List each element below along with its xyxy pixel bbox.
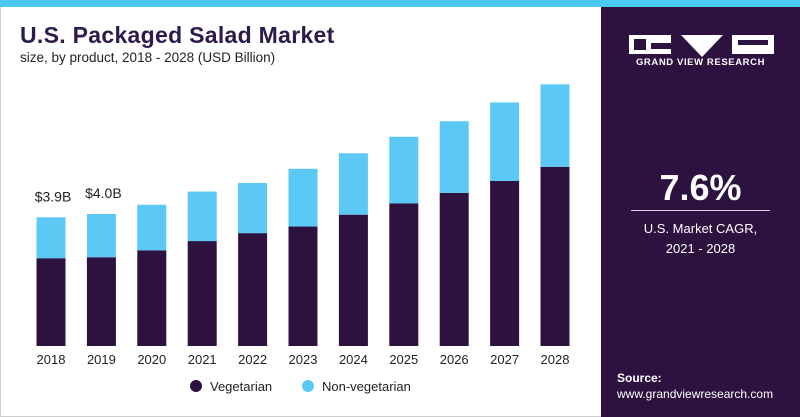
bar-non-vegetarian-2023 <box>288 168 318 227</box>
bar-non-vegetarian-2021 <box>187 191 217 242</box>
cagr-value: 7.6% <box>659 167 742 208</box>
stacked-bar-chart: 2018 2019 2020 2021 2022 2023 2024 2025 2026 2027… <box>35 84 570 367</box>
bar-vegetarian-2025 <box>389 203 419 346</box>
x-tick-label-2019: 2019 <box>87 352 116 367</box>
bar-vegetarian-2028 <box>540 166 570 346</box>
bar-vegetarian-2024 <box>338 214 368 346</box>
bar-non-vegetarian-2028 <box>540 84 570 167</box>
source-url[interactable]: www.grandviewresearch.com <box>617 387 774 401</box>
legend-label-non-vegetarian: Non-vegetarian <box>322 379 411 394</box>
bar-non-vegetarian-2026 <box>439 121 469 193</box>
bar-vegetarian-2019 <box>86 257 116 346</box>
chart-title: U.S. Packaged Salad Market <box>20 22 335 48</box>
bar-vegetarian-2027 <box>490 181 520 346</box>
top-accent-bar <box>0 0 800 7</box>
x-tick-label-2028: 2028 <box>541 352 570 367</box>
bar-vegetarian-2018 <box>36 258 66 346</box>
data-label-2018: $3.9B <box>35 188 72 204</box>
bar-non-vegetarian-2019 <box>86 214 116 258</box>
x-tick-label-2020: 2020 <box>137 352 166 367</box>
cagr-label-line1: U.S. Market CAGR, <box>643 221 758 236</box>
legend-item-vegetarian: Vegetarian <box>190 379 272 394</box>
x-tick-label-2021: 2021 <box>188 352 217 367</box>
bar-non-vegetarian-2025 <box>389 136 419 204</box>
bar-non-vegetarian-2022 <box>238 182 268 234</box>
x-tick-label-2024: 2024 <box>339 352 368 367</box>
bar-vegetarian-2022 <box>238 233 268 346</box>
bar-vegetarian-2026 <box>439 192 469 346</box>
bar-non-vegetarian-2027 <box>490 102 520 181</box>
legend-item-non-vegetarian: Non-vegetarian <box>302 379 411 394</box>
grand-view-research-logo-icon <box>629 35 774 57</box>
source-label: Source: <box>617 371 662 385</box>
bar-non-vegetarian-2020 <box>137 204 167 251</box>
x-tick-label-2023: 2023 <box>289 352 318 367</box>
bar-vegetarian-2020 <box>137 250 167 346</box>
cagr-divider <box>631 210 770 211</box>
bar-non-vegetarian-2018 <box>36 217 66 259</box>
x-tick-label-2025: 2025 <box>389 352 418 367</box>
data-label-2019: $4.0B <box>85 185 122 201</box>
cagr-label-line2: 2021 - 2028 <box>665 241 736 256</box>
legend-swatch-non-vegetarian <box>302 380 314 392</box>
legend-swatch-vegetarian <box>190 380 202 392</box>
bar-vegetarian-2021 <box>187 241 217 346</box>
x-tick-label-2027: 2027 <box>490 352 519 367</box>
bar-vegetarian-2023 <box>288 226 318 346</box>
x-tick-label-2022: 2022 <box>238 352 267 367</box>
x-tick-label-2018: 2018 <box>37 352 66 367</box>
legend-label-vegetarian: Vegetarian <box>210 379 273 394</box>
brand-name: GRAND VIEW RESEARCH <box>635 57 766 68</box>
bar-non-vegetarian-2024 <box>338 153 368 215</box>
x-tick-label-2026: 2026 <box>440 352 469 367</box>
info-panel: GRAND VIEW RESEARCH 7.6% U.S. Market CAG… <box>601 7 800 417</box>
cagr-label: U.S. Market CAGR, 2021 - 2028 <box>601 219 800 259</box>
chart-subtitle: size, by product, 2018 - 2028 (USD Billi… <box>20 50 276 65</box>
